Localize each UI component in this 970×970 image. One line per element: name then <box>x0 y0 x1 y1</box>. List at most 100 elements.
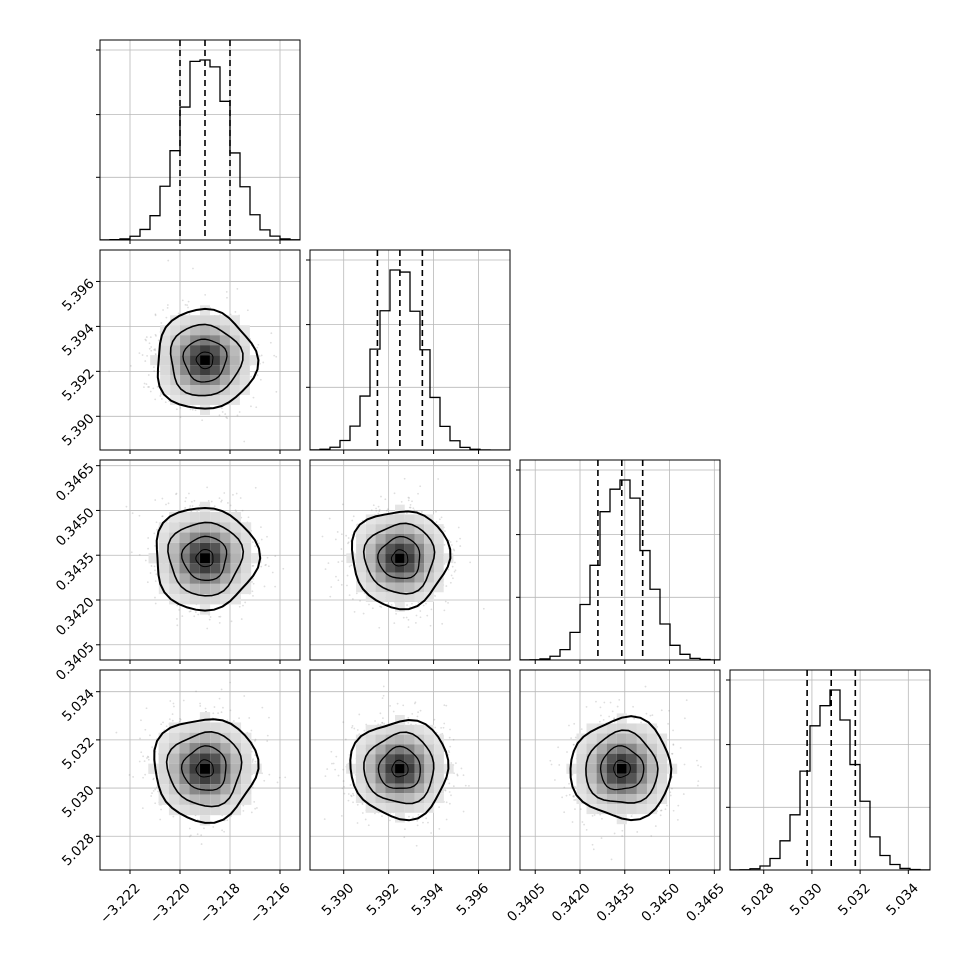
scatter-point <box>649 714 652 717</box>
density-cell <box>365 793 376 804</box>
density-cell <box>636 743 647 754</box>
scatter-point <box>175 493 177 496</box>
y-tick-label: 5.030 <box>59 782 98 821</box>
density-cell <box>434 763 444 774</box>
scatter-point <box>188 835 191 838</box>
scatter-point <box>377 512 380 515</box>
density-cell <box>433 582 444 593</box>
density-cell <box>170 355 181 366</box>
density-cell <box>240 573 252 584</box>
scatter-point <box>176 618 178 620</box>
scatter-point <box>269 341 272 344</box>
density-cell <box>230 732 242 744</box>
panel-frame <box>729 669 931 871</box>
scatter-point <box>159 818 162 821</box>
density-cell <box>209 335 220 346</box>
density-cell <box>210 732 221 744</box>
scatter-point <box>154 348 156 350</box>
scatter-point <box>226 502 229 504</box>
density-cell <box>626 783 637 794</box>
scatter-point <box>672 744 675 746</box>
scatter-point <box>171 713 174 716</box>
scatter-point <box>162 309 164 311</box>
scatter-point <box>250 729 253 732</box>
scatter-point <box>403 836 406 839</box>
density-cell <box>356 524 366 534</box>
panel-frame <box>519 459 721 661</box>
scatter-point <box>254 760 257 763</box>
scatter-point <box>154 602 157 605</box>
density-cell <box>404 744 415 755</box>
scatter-point <box>197 613 200 616</box>
density-cell <box>179 573 190 584</box>
scatter-point <box>256 374 259 376</box>
scatter-point <box>210 500 213 503</box>
density-cell <box>239 375 250 386</box>
contour-line <box>165 730 243 808</box>
density-cell <box>404 543 415 554</box>
scatter-point <box>225 416 228 419</box>
scatter-point <box>379 605 381 608</box>
density-cell <box>375 514 386 525</box>
scatter-point <box>239 497 242 499</box>
scatter-point <box>672 729 674 732</box>
scatter-point <box>156 528 158 531</box>
scatter-point <box>561 796 564 799</box>
scatter-point <box>447 750 450 752</box>
scatter-point <box>381 722 384 724</box>
density-cell <box>230 763 242 774</box>
scatter-point <box>609 701 612 704</box>
scatter-point <box>157 339 160 342</box>
density-cell <box>434 744 444 755</box>
scatter-point <box>146 354 148 357</box>
scatter-point <box>148 386 150 388</box>
scatter-point <box>234 509 237 512</box>
density-cell <box>179 784 190 795</box>
scatter-point <box>155 521 158 524</box>
density-cell <box>200 305 210 316</box>
density-cell <box>433 553 444 564</box>
density-cell <box>179 753 190 764</box>
scatter-point <box>419 610 422 612</box>
scatter-point <box>182 699 185 702</box>
density-cell <box>179 563 190 574</box>
density-cell <box>199 722 211 733</box>
scatter-point <box>263 779 266 782</box>
scatter-point <box>188 610 191 613</box>
scatter-point <box>435 521 438 523</box>
density-cell <box>199 794 211 805</box>
scatter-point <box>144 773 147 776</box>
density-cell <box>210 512 221 523</box>
scatter-point <box>602 718 605 721</box>
scatter-point <box>380 606 383 608</box>
density-cell <box>375 572 386 583</box>
density-cell <box>404 763 415 774</box>
scatter-point <box>251 581 253 583</box>
scatter-point <box>633 717 636 720</box>
scatter-point <box>413 509 416 512</box>
density-cell <box>220 532 231 543</box>
scatter-point <box>412 816 414 819</box>
density-cell <box>404 582 415 593</box>
scatter-point <box>268 773 271 776</box>
density-cell <box>199 583 211 595</box>
scatter-point <box>260 354 263 357</box>
density-cell <box>616 804 627 815</box>
scatter-point <box>462 810 465 813</box>
density-cell <box>170 395 181 405</box>
x-tick-label: 5.030 <box>787 880 826 919</box>
density-cell <box>395 524 405 534</box>
scatter-point <box>152 777 155 780</box>
contour-line <box>180 535 228 581</box>
scatter-point <box>220 711 223 714</box>
density-cell <box>385 773 395 784</box>
density-cell <box>414 803 425 813</box>
density-cell <box>190 355 201 366</box>
scatter-point <box>669 791 672 794</box>
scatter-point <box>583 823 585 826</box>
scatter-point <box>374 812 376 815</box>
density-cell <box>200 325 210 336</box>
scatter-point <box>668 709 670 712</box>
scatter-point <box>364 818 367 821</box>
scatter-point <box>187 300 190 303</box>
